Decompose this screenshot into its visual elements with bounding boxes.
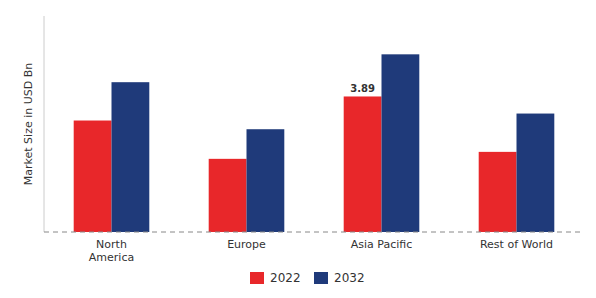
bar: [209, 159, 247, 232]
legend-swatch: [314, 272, 328, 284]
y-axis-label: Market Size in USD Bn: [22, 63, 35, 185]
legend-swatch: [250, 272, 264, 284]
baseline: [44, 232, 584, 233]
chart-container: Market Size in USD Bn NorthAmerica Europe A…: [0, 0, 596, 298]
x-tick-label: Rest of World: [480, 238, 553, 251]
legend-label: 2022: [270, 271, 301, 285]
chart-svg: Market Size in USD Bn NorthAmerica Europe A…: [0, 0, 596, 298]
bar: [382, 54, 420, 232]
bars: [74, 54, 555, 232]
x-tick-label: NorthAmerica: [89, 238, 134, 264]
legend: 2022 2032: [250, 271, 365, 285]
bar: [74, 121, 112, 232]
y-axis-line: [44, 16, 45, 232]
bar: [112, 82, 150, 232]
bar: [344, 96, 382, 232]
x-tick-label: Europe: [227, 238, 266, 251]
annotation: 3.89: [350, 83, 375, 94]
bar: [479, 152, 517, 232]
x-tick-label: Asia Pacific: [351, 238, 413, 251]
bar: [247, 129, 285, 232]
legend-label: 2032: [334, 271, 365, 285]
bar: [517, 114, 555, 232]
